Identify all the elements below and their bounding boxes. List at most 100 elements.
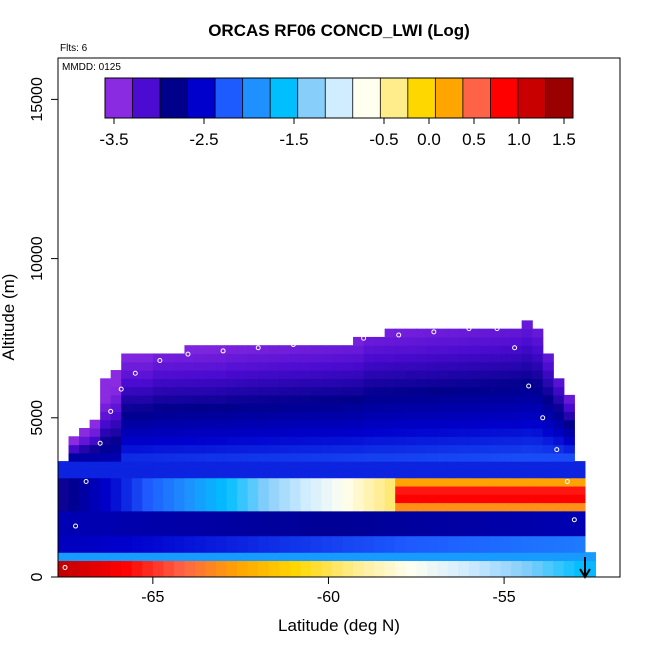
heatmap-cell bbox=[353, 494, 365, 504]
heatmap-cell bbox=[426, 485, 438, 495]
heatmap-cell bbox=[279, 552, 291, 562]
heatmap-cell bbox=[490, 378, 502, 388]
heatmap-cell bbox=[152, 353, 164, 363]
heatmap-cell bbox=[532, 345, 544, 355]
heatmap-cell bbox=[416, 494, 428, 504]
heatmap-cell bbox=[395, 386, 407, 396]
heatmap-cell bbox=[121, 436, 133, 446]
heatmap-cell bbox=[289, 436, 301, 446]
heatmap-cell bbox=[152, 510, 164, 520]
heatmap-cell bbox=[405, 345, 417, 355]
heatmap-cell bbox=[110, 469, 122, 479]
heatmap-cell bbox=[395, 552, 407, 562]
heatmap-cell bbox=[405, 543, 417, 553]
heatmap-cell bbox=[268, 378, 280, 388]
heatmap-cell bbox=[247, 370, 259, 379]
heatmap-cell bbox=[511, 353, 523, 363]
heatmap-cell bbox=[468, 485, 481, 495]
heatmap-cell bbox=[416, 427, 428, 437]
heatmap-cell bbox=[563, 419, 575, 429]
heatmap-cell bbox=[468, 386, 481, 396]
heatmap-cell bbox=[342, 452, 354, 462]
heatmap-cell bbox=[458, 378, 470, 388]
heatmap-cell bbox=[563, 568, 575, 577]
heatmap-cell bbox=[300, 378, 312, 388]
heatmap-cell bbox=[89, 427, 101, 437]
heatmap-cell bbox=[310, 502, 323, 512]
heatmap-cell bbox=[152, 494, 164, 504]
heatmap-cell bbox=[163, 552, 175, 562]
heatmap-cell bbox=[100, 427, 112, 437]
heatmap-cell bbox=[458, 560, 470, 570]
heatmap-cell bbox=[479, 361, 491, 371]
heatmap-cell bbox=[363, 477, 375, 487]
heatmap-cell bbox=[205, 469, 217, 479]
heatmap-cell bbox=[205, 535, 217, 545]
heatmap-cell bbox=[500, 427, 512, 437]
heatmap-cell bbox=[68, 519, 80, 528]
heatmap-cell bbox=[310, 411, 323, 421]
heatmap-cell bbox=[216, 543, 228, 553]
heatmap-cell bbox=[163, 419, 175, 429]
heatmap-cell bbox=[405, 403, 417, 413]
heatmap-cell bbox=[131, 444, 143, 454]
heatmap-cell bbox=[121, 452, 133, 462]
heatmap-cell bbox=[363, 436, 375, 446]
heatmap-cell bbox=[468, 494, 481, 504]
heatmap-cell bbox=[532, 519, 544, 528]
heatmap-cell bbox=[416, 552, 428, 562]
heatmap-cell bbox=[121, 353, 133, 363]
heatmap-cell bbox=[258, 394, 270, 404]
heatmap-cell bbox=[194, 485, 207, 495]
heatmap-cell bbox=[226, 436, 238, 446]
heatmap-cell bbox=[131, 394, 143, 404]
y-axis: 0 5000 10000 15000 bbox=[29, 77, 58, 581]
heatmap-cell bbox=[395, 394, 407, 404]
heatmap-cell bbox=[300, 419, 312, 429]
heatmap-cell bbox=[437, 535, 449, 545]
heatmap-cell bbox=[521, 386, 533, 396]
heatmap-cell bbox=[79, 519, 91, 528]
heatmap-cell bbox=[353, 427, 365, 437]
heatmap-cell bbox=[374, 552, 386, 562]
heatmap-cell bbox=[363, 444, 375, 454]
heatmap-cell bbox=[258, 568, 270, 577]
heatmap-cell bbox=[479, 519, 491, 528]
heatmap-cell bbox=[300, 477, 312, 487]
heatmap-cell bbox=[194, 386, 207, 396]
heatmap-cell bbox=[479, 552, 491, 562]
heatmap-cell bbox=[468, 361, 481, 371]
heatmap-cell bbox=[553, 543, 565, 553]
heatmap-cell bbox=[89, 510, 101, 520]
heatmap-cell bbox=[511, 502, 523, 512]
heatmap-cell bbox=[173, 485, 186, 495]
heatmap-cell bbox=[258, 494, 270, 504]
heatmap-cell bbox=[437, 353, 449, 363]
heatmap-cell bbox=[110, 502, 122, 512]
heatmap-cell bbox=[532, 378, 544, 388]
heatmap-cell bbox=[110, 527, 122, 537]
heatmap-cell bbox=[289, 543, 301, 553]
heatmap-cell bbox=[68, 527, 80, 537]
heatmap-cell bbox=[353, 444, 365, 454]
heatmap-cell bbox=[353, 543, 365, 553]
heatmap-cell bbox=[205, 394, 217, 404]
heatmap-cell bbox=[384, 552, 396, 562]
heatmap-cell bbox=[79, 494, 91, 504]
heatmap-cell bbox=[479, 494, 491, 504]
heatmap-cell bbox=[353, 519, 365, 528]
heatmap-cell bbox=[490, 386, 502, 396]
heatmap-cell bbox=[121, 560, 133, 570]
heatmap-cell bbox=[258, 560, 270, 570]
heatmap-cell bbox=[331, 345, 344, 355]
heatmap-cell bbox=[121, 419, 133, 429]
heatmap-cell bbox=[152, 394, 164, 404]
heatmap-cell bbox=[479, 378, 491, 388]
heatmap-cell bbox=[310, 510, 323, 520]
heatmap-cell bbox=[300, 411, 312, 421]
heatmap-cell bbox=[258, 461, 270, 470]
heatmap-cell bbox=[121, 552, 133, 562]
heatmap-cell bbox=[268, 361, 280, 371]
heatmap-cell bbox=[289, 461, 301, 470]
heatmap-cell bbox=[237, 394, 249, 404]
